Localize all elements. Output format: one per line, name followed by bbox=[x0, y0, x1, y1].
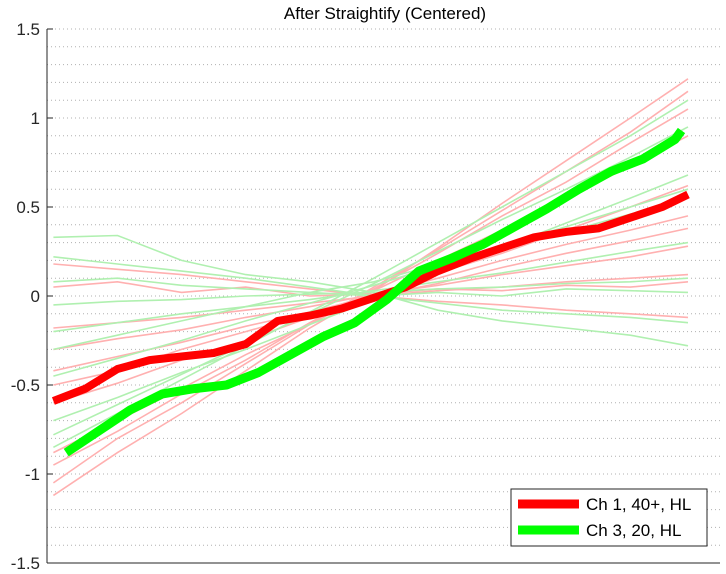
y-tick-label: 1.5 bbox=[16, 20, 40, 39]
legend-box bbox=[510, 488, 708, 547]
series-line-red bbox=[51, 190, 690, 405]
y-tick-label: 0.5 bbox=[16, 198, 40, 217]
trace-line-red bbox=[52, 90, 689, 484]
trace-line-green bbox=[53, 277, 689, 306]
legend-label-green: Ch 3, 20, HL bbox=[586, 521, 681, 540]
legend: Ch 1, 40+, HL Ch 3, 20, HL bbox=[510, 488, 708, 547]
y-tick-label: 1 bbox=[31, 109, 40, 128]
individual-traces bbox=[52, 78, 689, 497]
legend-label-red: Ch 1, 40+, HL bbox=[586, 495, 691, 514]
trace-line-green bbox=[53, 99, 689, 449]
y-tick-label: 0 bbox=[31, 287, 40, 306]
y-tick-label: -1 bbox=[25, 465, 40, 484]
series-lines bbox=[51, 127, 690, 457]
series-line-green bbox=[63, 127, 686, 457]
trace-line-red bbox=[53, 108, 689, 466]
chart-title: After Straightify (Centered) bbox=[284, 4, 486, 23]
axes: 1.5 1 0.5 0 -0.5 -1 -1.5 bbox=[11, 20, 720, 573]
trace-line-green bbox=[53, 241, 689, 333]
y-tick-label: -1.5 bbox=[11, 554, 40, 573]
trace-line-green bbox=[53, 188, 689, 377]
trace-line-green bbox=[53, 126, 689, 436]
y-tick-label: -0.5 bbox=[11, 376, 40, 395]
